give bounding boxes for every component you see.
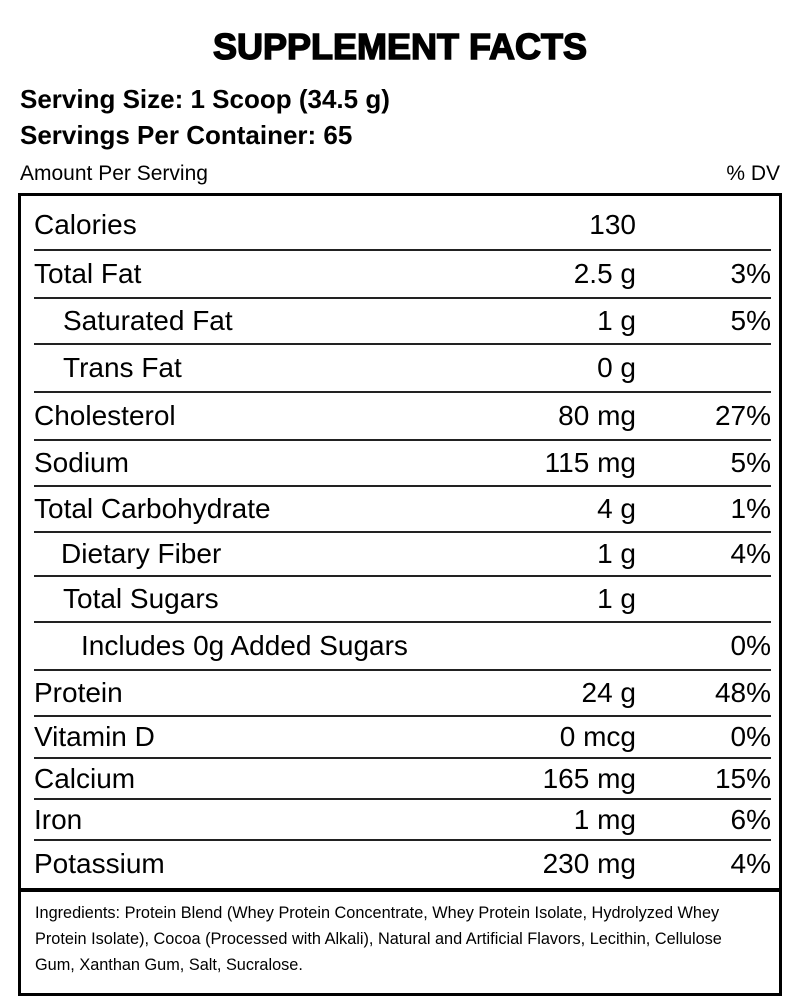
dv-header: % DV [726, 162, 780, 185]
nutrient-row: Iron 1 mg 6% [34, 800, 771, 841]
nutrient-amount: 0 mcg [559, 721, 636, 752]
nutrient-row: Calcium 165 mg 15% [34, 759, 771, 800]
nutrient-dv: 3% [730, 258, 771, 289]
nutrient-amount: 165 mg [542, 762, 636, 794]
nutrient-label: Includes 0g Added Sugars [81, 630, 408, 661]
nutrient-dv: 48% [714, 677, 771, 708]
amount-per-serving-header: Amount Per Serving [20, 162, 208, 185]
nutrient-dv: 27% [714, 400, 771, 431]
nutrient-amount: 230 mg [542, 848, 636, 879]
nutrient-label: Protein [34, 677, 123, 708]
nutrient-amount: 1 g [597, 538, 636, 569]
ingredients-text: Ingredients: Protein Blend (Whey Protein… [21, 888, 779, 978]
nutrient-label: Potassium [34, 848, 165, 879]
nutrient-label: Dietary Fiber [61, 538, 222, 569]
nutrient-row: Total Carbohydrate 4 g 1% [34, 487, 771, 533]
nutrient-label: Vitamin D [34, 721, 155, 752]
nutrient-dv: 5% [730, 447, 771, 478]
servings-per-container: Servings Per Container: 65 [20, 120, 353, 150]
nutrient-amount: 130 [589, 208, 636, 240]
nutrient-label: Total Carbohydrate [34, 493, 271, 524]
nutrient-dv: 4% [730, 538, 771, 569]
nutrient-amount: 4 g [597, 493, 636, 524]
nutrient-row: Sodium 115 mg 5% [34, 441, 771, 487]
nutrient-label: Calcium [34, 762, 136, 794]
nutrient-dv: 4% [730, 848, 771, 879]
nutrient-amount: 1 mg [573, 803, 636, 835]
nutrient-label: Cholesterol [34, 400, 176, 431]
nutrient-amount: 0 g [597, 352, 636, 383]
nutrient-dv: 6% [730, 803, 771, 835]
nutrient-row: Dietary Fiber 1 g 4% [34, 533, 771, 577]
nutrient-amount: 80 mg [558, 400, 636, 431]
nutrient-amount: 1 g [597, 583, 636, 614]
nutrient-row: Total Fat 2.5 g 3% [34, 251, 771, 299]
nutrient-row: Trans Fat 0 g [34, 345, 771, 393]
nutrient-row: Cholesterol 80 mg 27% [34, 393, 771, 441]
nutrient-dv: 0% [730, 721, 771, 752]
nutrient-row: Calories 130 [34, 200, 771, 251]
nutrient-label: Iron [34, 803, 83, 835]
nutrient-label: Sodium [34, 447, 129, 478]
nutrient-amount: 1 g [597, 305, 636, 336]
nutrient-row: Vitamin D 0 mcg 0% [34, 717, 771, 759]
nutrient-amount: 2.5 g [573, 258, 636, 289]
nutrient-dv: 15% [714, 762, 771, 794]
nutrient-row: Protein 24 g 48% [34, 671, 771, 717]
nutrient-dv: 0% [730, 630, 771, 661]
facts-table: Calories 130 Total Fat 2.5 g 3% Saturated Fat… [18, 193, 782, 996]
nutrient-dv: 1% [730, 493, 771, 524]
nutrient-label: Saturated Fat [63, 305, 233, 336]
nutrient-amount: 115 mg [544, 447, 636, 478]
nutrient-label: Trans Fat [63, 352, 182, 383]
nutrient-row: Total Sugars 1 g [34, 577, 771, 623]
serving-size: Serving Size: 1 Scoop (34.5 g) [20, 84, 390, 114]
nutrient-label: Total Fat [34, 258, 142, 289]
nutrient-amount: 24 g [581, 677, 637, 708]
nutrient-row: Includes 0g Added Sugars 0% [34, 623, 771, 671]
nutrient-row: Potassium 230 mg 4% [34, 841, 771, 887]
nutrient-label: Total Sugars [63, 583, 219, 614]
nutrient-label: Calories [34, 208, 137, 240]
nutrient-dv: 5% [730, 305, 771, 336]
label-title: SUPPLEMENT FACTS [212, 25, 588, 68]
nutrient-row: Saturated Fat 1 g 5% [34, 299, 771, 345]
